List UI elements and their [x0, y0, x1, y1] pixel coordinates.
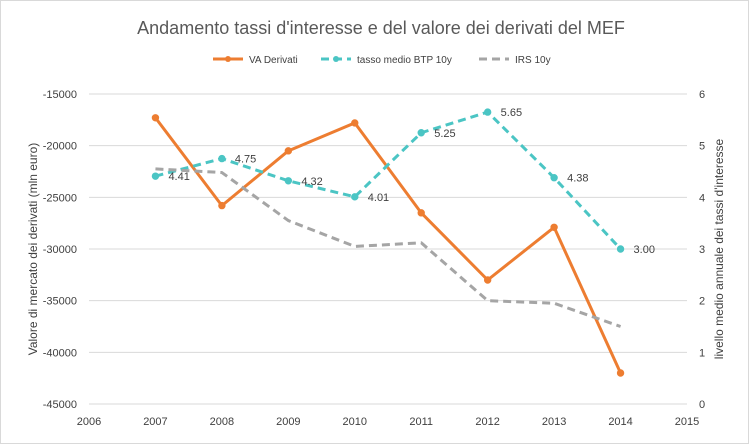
y2-tick-label: 4 [699, 192, 705, 204]
legend-label: IRS 10y [515, 55, 551, 66]
data-label: 4.01 [368, 192, 389, 204]
x-tick-label: 2014 [608, 416, 632, 428]
series-tasso-medio-btp-10y: 4.41 4.75 4.32 4.01 5.25 5.65 4.38 3.00 [151, 107, 655, 256]
legend-marker [333, 56, 339, 62]
chart-title: Andamento tassi d'interesse e del valore… [137, 18, 625, 38]
y-axis-right: 6 5 4 3 2 1 0 [699, 89, 705, 411]
gridlines [89, 93, 687, 405]
series-va-derivati [151, 114, 625, 377]
series-line [154, 116, 622, 374]
data-point [151, 172, 160, 180]
x-tick-label: 2007 [143, 416, 167, 428]
y2-tick-label: 1 [699, 347, 705, 359]
x-axis: 2006 2007 2008 2009 2010 2011 2012 2013 2014 2015 [77, 416, 699, 428]
data-point [218, 201, 226, 210]
y-tick-label: -25000 [43, 192, 77, 204]
data-point [550, 174, 558, 182]
data-point [151, 114, 160, 122]
y-tick-label: -15000 [43, 89, 77, 101]
data-point [483, 108, 492, 116]
data-point [351, 193, 359, 201]
y2-axis-label: livello medio annuale dei tassi d'intere… [712, 138, 726, 359]
y-tick-label: -45000 [43, 399, 77, 411]
legend: VA Derivati tasso medio BTP 10y IRS 10y [213, 55, 551, 66]
data-point [218, 154, 226, 163]
data-label: 5.65 [501, 107, 522, 119]
x-tick-label: 2009 [276, 416, 300, 428]
x-tick-label: 2011 [409, 416, 433, 428]
data-point [616, 245, 625, 253]
series-irs-10y [155, 167, 622, 328]
x-tick-label: 2006 [77, 416, 101, 428]
series-line [155, 110, 622, 251]
data-label: 5.25 [434, 128, 455, 140]
x-tick-label: 2010 [343, 416, 367, 428]
y2-tick-label: 6 [699, 89, 705, 101]
y-axis-left: -15000 -20000 -25000 -30000 -35000 -40000 -450… [43, 89, 77, 411]
data-point [284, 177, 293, 185]
legend-item: VA Derivati [213, 55, 298, 66]
y2-tick-label: 3 [699, 244, 705, 256]
data-point [417, 129, 425, 137]
legend-label: tasso medio BTP 10y [357, 55, 452, 66]
data-label: 4.41 [168, 171, 189, 183]
y-tick-label: -30000 [43, 244, 77, 256]
data-point [550, 223, 558, 232]
y-tick-label: -35000 [43, 296, 77, 308]
y2-tick-label: 2 [699, 296, 705, 308]
data-point [284, 147, 293, 155]
legend-item: tasso medio BTP 10y [321, 55, 452, 66]
x-tick-label: 2008 [210, 416, 234, 428]
x-tick-label: 2013 [542, 416, 566, 428]
x-tick-label: 2015 [675, 416, 699, 428]
data-label: 3.00 [634, 244, 655, 256]
y2-tick-label: 5 [699, 141, 705, 153]
y2-tick-label: 0 [699, 399, 705, 411]
data-label: 4.32 [301, 176, 322, 188]
legend-marker [225, 56, 231, 62]
legend-item: IRS 10y [479, 55, 551, 66]
data-point [616, 369, 625, 377]
data-label: 4.75 [235, 154, 256, 166]
legend-label: VA Derivati [249, 55, 298, 66]
x-tick-label: 2012 [475, 416, 499, 428]
series-line [155, 167, 622, 328]
y-tick-label: -40000 [43, 347, 77, 359]
y-axis-label: Valore di mercato dei derivati (mln euro… [26, 143, 40, 356]
data-label: 4.38 [567, 173, 588, 185]
data-point [417, 209, 425, 217]
data-point [483, 276, 492, 284]
series-group: 4.41 4.75 4.32 4.01 5.25 5.65 4.38 3.00 [151, 107, 655, 377]
y-tick-label: -20000 [43, 141, 77, 153]
data-point [351, 119, 359, 127]
